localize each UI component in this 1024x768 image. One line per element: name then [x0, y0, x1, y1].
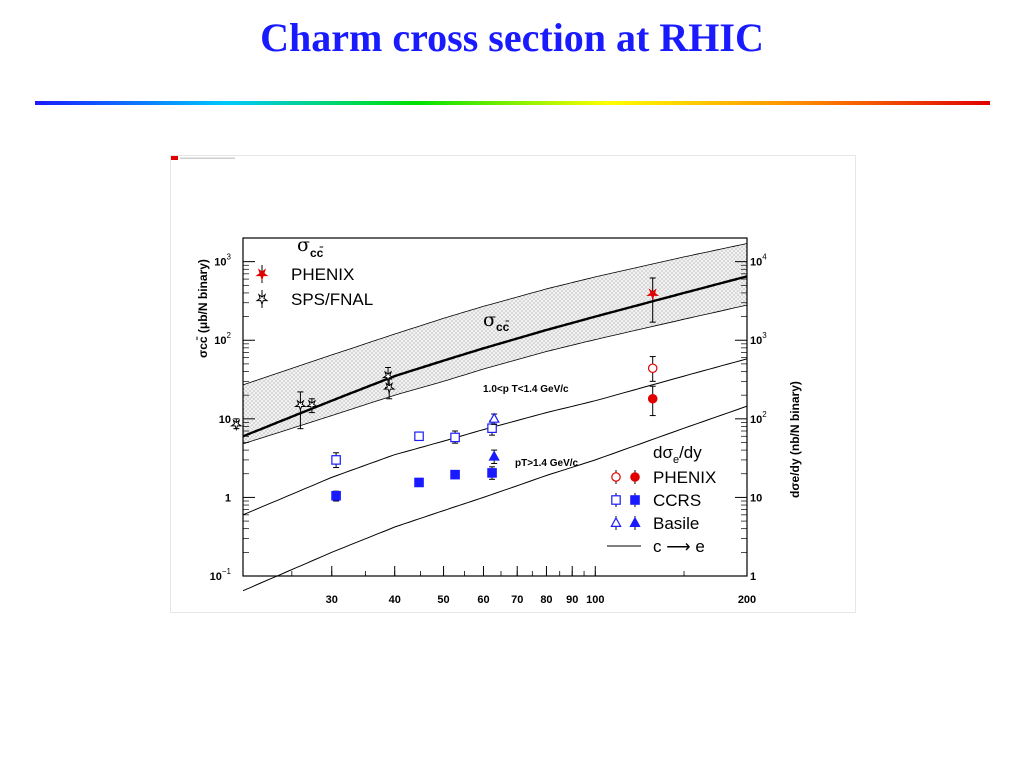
data-point [382, 382, 396, 395]
y-axis-left-label: σcc̄ (μb/N binary) [196, 259, 210, 358]
data-point [331, 455, 341, 465]
legend-marker [255, 268, 269, 281]
slide-title: Charm cross section at RHIC [260, 15, 764, 60]
legend-top-label: PHENIX [291, 265, 354, 284]
figure-frame: 30 40 50 60 70 80 90 100 200 10−1 1 10 102 103 1 10 10… [170, 155, 856, 613]
curve-0 [242, 275, 748, 438]
data-point [488, 450, 500, 461]
root-caption [180, 157, 235, 159]
data-point [487, 423, 497, 433]
mid-curve-annotation: 1.0<p T<1.4 GeV/c [483, 384, 569, 395]
y-tick-label: 10 [219, 414, 231, 426]
data-point [487, 468, 497, 478]
y-tick-label: 10 [750, 492, 762, 504]
cross-section-chart: 30 40 50 60 70 80 90 100 200 10−1 1 10 102 103 1 10 10… [171, 156, 802, 606]
data-point [647, 363, 658, 374]
legend-bottom: dσe/dy PHENIX CCRS Basile c ⟶ e [607, 443, 716, 556]
data-point [414, 431, 424, 442]
data-point [331, 490, 341, 501]
x-tick-label: 80 [540, 594, 552, 606]
legend-marker [611, 495, 621, 505]
band-lower-edge [242, 304, 748, 445]
axis-labels: √s (GeV)σcc̄ (μb/N binary)dσe/dy (nb/N b… [196, 259, 802, 498]
x-axis: 30 40 50 60 70 80 90 100 200 [242, 566, 756, 606]
y-tick-label: 104 [750, 253, 767, 269]
x-tick-label: 90 [566, 594, 578, 606]
x-tick-label: 40 [389, 594, 401, 606]
y-axis-right-label: dσe/dy (nb/N binary) [788, 381, 802, 498]
title-rule [35, 101, 990, 105]
plot-border [242, 237, 748, 577]
x-tick-label: 100 [586, 594, 604, 606]
root-icon [171, 156, 178, 160]
y-tick-label: 1 [750, 571, 756, 583]
x-tick-label: 50 [437, 594, 449, 606]
legend-marker [630, 495, 640, 505]
plot-frame [242, 237, 748, 577]
band-upper-edge [242, 243, 748, 386]
legend-marker [611, 472, 621, 482]
legend-bottom-label: PHENIX [653, 468, 716, 487]
data-point [294, 399, 307, 412]
y-tick-label: 103 [214, 253, 231, 269]
curve-2 [242, 405, 748, 592]
data-point [450, 432, 460, 443]
y-tick-label: 103 [750, 331, 767, 347]
x-tick-label: 70 [511, 594, 523, 606]
legend-bottom-label: c ⟶ e [653, 537, 705, 556]
data-point [381, 370, 395, 383]
y-tick-label: 1 [225, 492, 231, 504]
data-point [305, 399, 319, 412]
x-tick-label: 200 [738, 594, 756, 606]
curve-1 [242, 358, 748, 516]
legend-marker [610, 516, 622, 527]
legend-marker [629, 516, 641, 527]
legend-marker [255, 293, 269, 306]
y-tick-label: 102 [214, 331, 231, 347]
data-point [229, 418, 243, 432]
legend-bottom-header: dσe/dy [653, 443, 702, 466]
curves [242, 275, 748, 592]
legend-bottom-label: CCRS [653, 491, 701, 510]
x-tick-label: 30 [326, 594, 338, 606]
x-tick-label: 60 [477, 594, 489, 606]
data-points [229, 277, 660, 502]
low-curve-annotation: pT>1.4 GeV/c [515, 458, 579, 469]
data-point [488, 412, 500, 423]
data-point [646, 288, 660, 301]
y-tick-label: 10−1 [210, 567, 232, 583]
data-point [647, 393, 658, 404]
legend-marker [630, 472, 640, 482]
data-point [450, 469, 460, 480]
data-point [414, 477, 424, 488]
legend-bottom-label: Basile [653, 514, 699, 533]
y-tick-label: 102 [750, 410, 767, 426]
legend-top-label: SPS/FNAL [291, 290, 373, 309]
